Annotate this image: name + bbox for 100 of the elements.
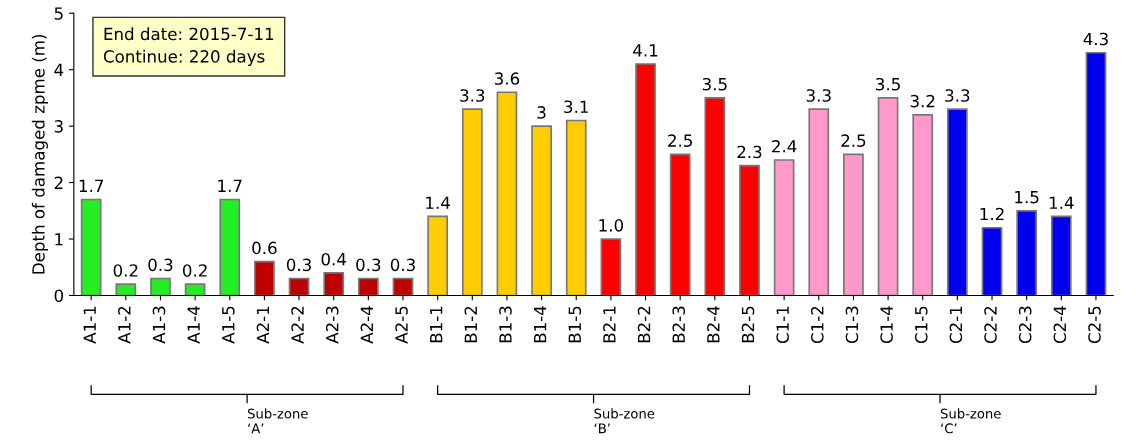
bar [427,215,449,296]
annotation: End date: 2015-7-11 Continue: 220 days [103,27,274,66]
x-tick-label: C2-2 [984,306,997,344]
bar [912,114,934,296]
x-tick-label: C2-5 [1088,306,1101,344]
x-tick-label: A1-5 [222,306,235,344]
data-label: 1.7 [218,179,242,192]
bar [877,97,899,296]
bar [531,125,552,296]
bar [981,226,1003,296]
x-tick-label: A1-1 [83,306,96,344]
x-tick-label: A2-4 [360,306,373,344]
bar [773,159,795,296]
bar [1050,215,1072,296]
bar [600,238,622,296]
data-label: 0.3 [356,258,381,272]
bar [184,283,206,296]
x-tick-label: B1-3 [499,306,512,343]
x-tick-label: C2-4 [1053,306,1067,344]
x-tick-label: C2-3 [1018,306,1032,344]
data-label: 3.3 [806,89,831,102]
data-label: 4.3 [1083,32,1108,46]
x-tick-label: B1-2 [464,306,477,343]
data-label: 1.5 [1015,191,1039,204]
data-label: 1.2 [980,207,1004,221]
y-tick-label: 2 [54,176,63,189]
y-tick-label: 5 [54,7,63,20]
x-tick-label: A2-2 [291,306,304,344]
data-label: 1.4 [426,196,450,209]
bar [288,277,310,296]
data-label: 0.3 [390,258,415,272]
x-tick-label: C1-5 [914,306,928,344]
x-tick-label: A2-3 [325,306,339,344]
bar [808,108,830,296]
data-label: 3.1 [564,100,588,114]
bar [635,63,656,296]
bar [739,164,760,296]
text: Sub-zone ‘C’ [940,408,1001,434]
data-label: 2.5 [668,134,692,147]
x-tick-label: B1-5 [568,306,582,343]
bar [461,108,483,296]
data-label: 0.4 [321,252,347,266]
x-tick-label: B2-4 [707,306,720,343]
bar [357,277,379,296]
x-tick-label: C1-4 [880,306,893,344]
y-tick-label: 4 [54,63,64,77]
x-tick-label: A2-5 [395,306,408,344]
bar [1016,209,1038,296]
data-label: 3.2 [910,94,935,108]
x-tick-label: B1-1 [430,306,443,343]
bar [704,97,726,296]
data-label: 3.5 [876,77,900,91]
x-tick-label: C2-1 [949,306,963,344]
x-tick-label: A1-2 [118,306,131,344]
bar [496,91,518,296]
data-label: 1.0 [599,219,624,232]
data-label: 0.2 [182,264,207,277]
bar [843,153,864,296]
data-label: 2.3 [737,145,762,159]
data-label: 3.6 [494,72,520,85]
x-tick-label: C1-2 [811,306,824,344]
x-tick-label: B2-5 [741,306,755,343]
data-label: 3.3 [460,89,485,102]
bar [323,272,345,296]
x-tick-label: B2-1 [603,306,616,343]
y-tick-label: 0 [54,289,64,303]
data-label: 0.3 [286,258,311,272]
data-label: 1.7 [79,179,103,192]
bar [1085,51,1107,296]
y-tick-label: 3 [54,120,63,133]
y-axis-title: Depth of damaged zpme (m) [31,34,48,274]
text: Sub-zone ‘B’ [594,408,655,434]
bar [150,277,171,296]
x-tick-label: A1-3 [152,306,166,344]
x-tick-label: B1-4 [534,306,547,343]
x-tick-label: B2-3 [672,306,686,343]
x-tick-label: C1-1 [776,306,789,344]
bar [80,198,102,296]
bar [669,153,691,296]
data-label: 0.2 [113,264,138,277]
bar [254,260,275,296]
x-tick-label: C1-3 [845,306,859,344]
bar [115,283,137,296]
x-tick-label: A1-4 [187,306,200,344]
y-tick-label: 1 [55,233,63,246]
bar [392,277,414,296]
data-label: 0.6 [252,241,277,255]
data-label: 0.3 [148,258,173,272]
data-label: 3.5 [702,77,727,91]
bar [565,119,587,296]
bar [219,198,241,296]
data-label: 4.1 [633,44,658,57]
data-label: 1.4 [1049,196,1074,209]
bar [947,108,968,296]
data-label: 2.4 [772,139,797,153]
data-label: 3.3 [945,89,970,102]
data-label: 2.5 [841,134,866,147]
text: Sub-zone ‘A’ [247,408,308,434]
x-tick-label: B2-2 [637,306,651,343]
x-tick-label: A2-1 [256,306,269,344]
